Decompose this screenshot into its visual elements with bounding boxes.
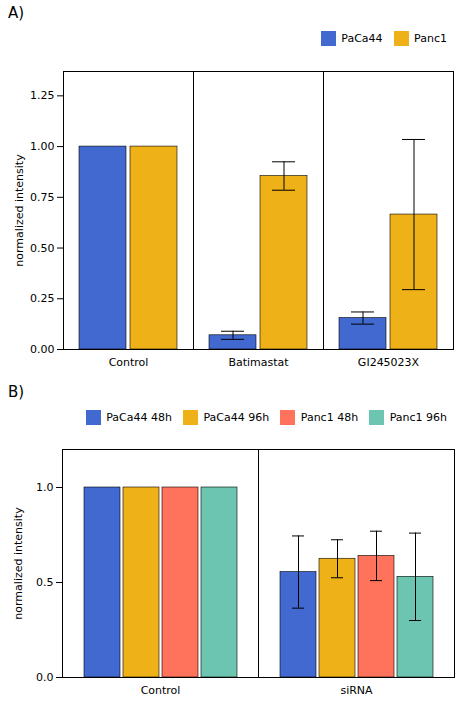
html-text:B): B) <box>8 382 25 401</box>
html-text:Panc1 96h: Panc1 96h <box>389 410 447 424</box>
svg-text:0.75: 0.75 <box>30 190 55 203</box>
svg-text:1.00: 1.00 <box>30 140 55 153</box>
svg-text:Batimastat: Batimastat <box>228 356 289 369</box>
html-text:PaCa44: PaCa44 <box>341 32 383 45</box>
svg-text:Control: Control <box>109 356 149 369</box>
html-text:Panc1 48h: Panc1 48h <box>300 410 359 424</box>
svg-text:1.0: 1.0 <box>36 481 54 494</box>
html-text:PaCa44 48h: PaCa44 48h <box>106 410 172 424</box>
svg-text:Control: Control <box>141 684 181 697</box>
svg-text:normalized intensity: normalized intensity <box>13 153 26 266</box>
svg-text:normalized intensity: normalized intensity <box>12 507 25 620</box>
svg-text:0.25: 0.25 <box>30 292 55 305</box>
html-text:A): A) <box>8 4 25 22</box>
svg-text:siRNA: siRNA <box>340 684 373 697</box>
html-text:PaCa44 96h: PaCa44 96h <box>203 410 270 424</box>
svg-text:0.50: 0.50 <box>30 241 55 254</box>
svg-text:0.0: 0.0 <box>36 671 54 684</box>
svg-text:GI245023X: GI245023X <box>358 356 420 369</box>
svg-text:0.5: 0.5 <box>36 576 54 589</box>
svg-text:0.00: 0.00 <box>30 343 55 356</box>
html-text:Panc1: Panc1 <box>414 32 447 45</box>
svg-text:1.25: 1.25 <box>30 89 55 102</box>
